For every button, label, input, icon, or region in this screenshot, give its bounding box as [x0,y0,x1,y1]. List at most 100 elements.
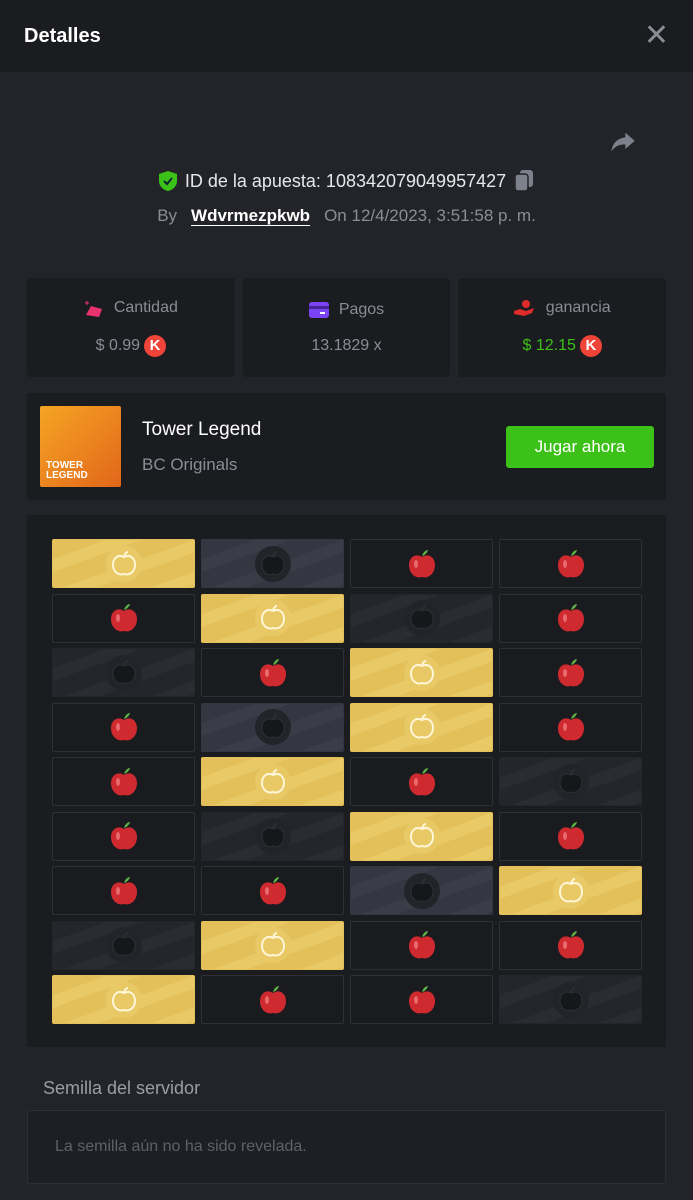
game-card: TOWER LEGEND Tower Legend BC Originals J… [27,393,666,500]
bet-datetime: 12/4/2023, 3:51:58 p. m. [351,206,536,225]
stat-value: $ 0.99 [95,336,141,354]
picked-cell-r3c3 [350,648,493,697]
server-seed-label: Semilla del servidor [43,1078,201,1098]
verified-shield-icon [158,171,177,191]
close-icon[interactable]: ✕ [643,19,669,52]
user-link[interactable]: Wdvrmezpkwb [191,206,311,225]
payout-card-icon [308,301,329,318]
apple-cell-r8c3 [350,920,493,970]
black-apple-icon [104,925,144,965]
picked-cell-r9c1 [52,975,195,1024]
red-apple-icon [554,819,588,853]
apple-cell-r9c2 [201,975,344,1024]
bomb-cell-r1c2 [201,539,344,588]
gold-apple-icon [402,707,442,747]
black-apple-icon [551,980,591,1020]
gold-apple-icon [402,653,442,693]
stat-value: $ 12.15 [522,336,576,354]
server-seed-field: La semilla aún no ha sido revelada. [27,1110,666,1184]
red-apple-icon [405,983,439,1017]
apple-cell-r1c4 [499,539,642,588]
apple-cell-r6c4 [499,811,642,861]
red-apple-icon [405,547,439,581]
apple-cell-r5c3 [350,757,493,806]
bomb-cell-r4c2 [201,702,344,752]
bomb-cell-r8c1 [52,920,195,970]
picked-cell-r8c2 [201,920,344,970]
apple-cell-r3c2 [201,648,344,697]
picked-cell-r4c3 [350,702,493,752]
red-apple-icon [256,874,290,908]
gold-apple-icon [402,816,442,856]
bet-id: ID de la apuesta: 108342079049957427 [0,170,693,192]
red-apple-icon [107,601,141,635]
page-title: Detalles [24,24,101,47]
picked-cell-r5c2 [201,757,344,806]
thumb-logo-text: TOWER LEGEND [46,460,88,481]
apple-cell-r6c1 [52,811,195,861]
play-now-button[interactable]: Jugar ahora [506,426,654,468]
picked-cell-r2c2 [201,593,344,643]
red-apple-icon [107,765,141,799]
red-apple-icon [107,710,141,744]
apple-cell-r3c4 [499,648,642,697]
apple-cell-r5c1 [52,757,195,806]
gold-apple-icon [253,925,293,965]
bomb-cell-r9c4 [499,975,642,1024]
picked-cell-r6c3 [350,811,493,861]
apple-cell-r2c4 [499,593,642,643]
bet-stats: Cantidad $ 0.99 K Pagos 13.1829 x gananci… [27,278,667,377]
apple-cell-r8c4 [499,920,642,970]
gold-apple-icon [253,762,293,802]
red-apple-icon [107,819,141,853]
apple-cell-r4c4 [499,702,642,752]
black-apple-icon [104,653,144,693]
game-thumbnail[interactable]: TOWER LEGEND [40,406,121,487]
stat-label: Pagos [338,300,385,318]
red-apple-icon [554,710,588,744]
black-apple-icon [402,598,442,638]
apple-cell-r9c3 [350,975,493,1024]
by-label: By [157,206,178,225]
server-seed-placeholder: La semilla aún no ha sido revelada. [55,1138,307,1155]
gold-apple-icon [253,598,293,638]
stat-label: ganancia [545,298,611,316]
stat-pagos: Pagos 13.1829 x [242,278,451,377]
red-apple-icon [554,547,588,581]
game-provider: BC Originals [142,455,238,474]
gold-apple-icon [104,544,144,584]
coin-icon: K [144,334,167,357]
gold-apple-icon [104,980,144,1020]
apple-cell-r4c1 [52,702,195,752]
red-apple-icon [405,765,439,799]
red-apple-icon [405,928,439,962]
apple-cell-r7c1 [52,866,195,915]
game-name: Tower Legend [142,419,262,440]
coin-icon: K [579,334,602,357]
bomb-cell-r2c3 [350,593,493,643]
bet-byline: By Wdvrmezpkwb On 12/4/2023, 3:51:58 p. … [0,206,693,226]
bomb-cell-r6c2 [201,811,344,861]
bomb-cell-r7c3 [350,866,493,915]
red-apple-icon [554,656,588,690]
red-apple-icon [554,601,588,635]
red-apple-icon [256,983,290,1017]
stat-value: 13.1829 x [311,336,382,354]
gold-apple-icon [551,871,591,911]
picked-cell-r7c4 [499,866,642,915]
bomb-cell-r5c4 [499,757,642,806]
game-board [27,515,666,1047]
copy-icon[interactable] [514,170,534,192]
stat-label: Cantidad [113,298,178,316]
red-apple-icon [554,928,588,962]
black-apple-icon [253,707,293,747]
share-icon[interactable] [609,128,637,156]
apple-cell-r7c2 [201,866,344,915]
black-apple-icon [402,871,442,911]
black-apple-icon [551,762,591,802]
bet-id-text: ID de la apuesta: 108342079049957427 [184,170,507,191]
apple-cell-r1c3 [350,539,493,588]
bet-amount-icon [84,300,102,317]
picked-cell-r1c1 [52,539,195,588]
header: Detalles ✕ [0,0,693,72]
